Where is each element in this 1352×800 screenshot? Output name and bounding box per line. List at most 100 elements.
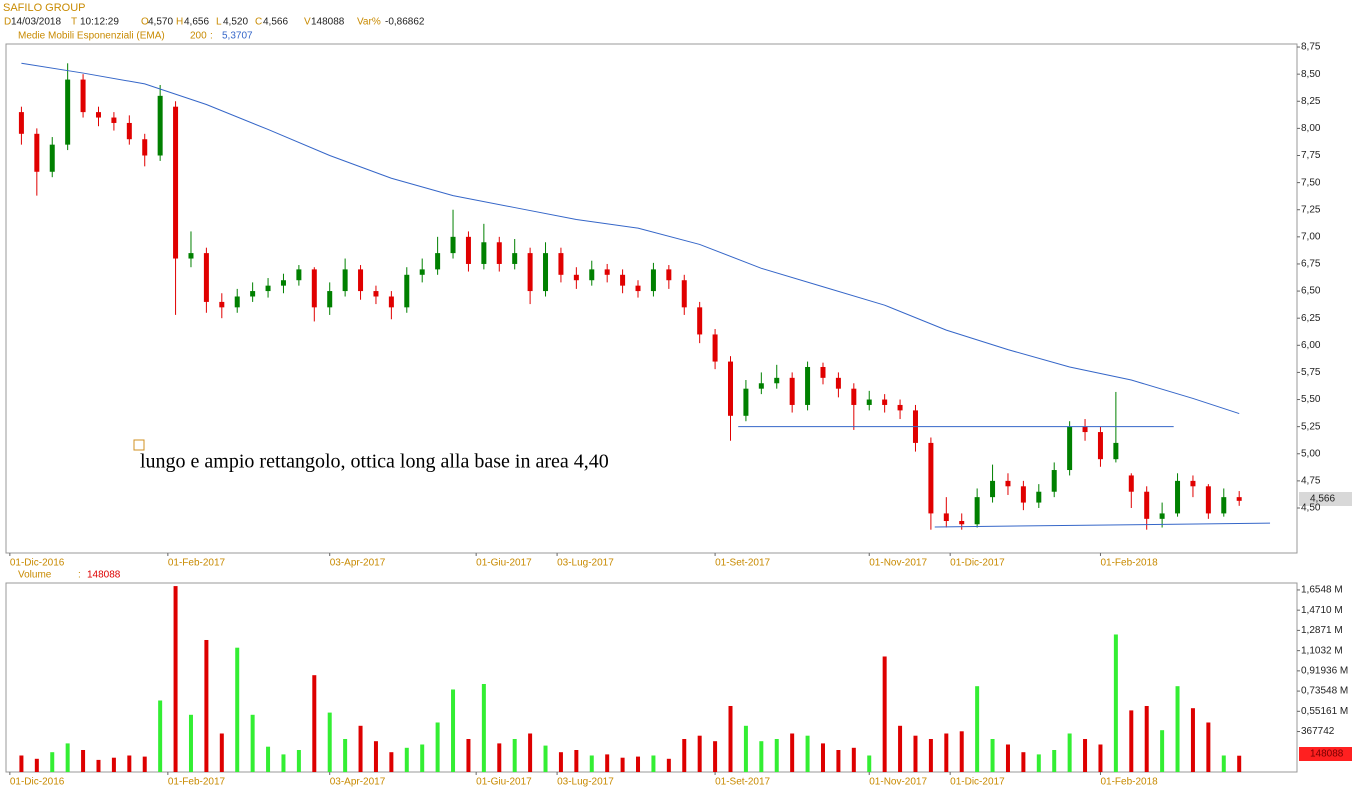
- x-tick-label: 01-Feb-2017: [168, 777, 226, 788]
- candle-body: [990, 480, 996, 498]
- candle-body: [573, 274, 579, 281]
- candle-body: [1221, 497, 1227, 514]
- volume-bar: [713, 741, 718, 772]
- y-tick-label: 8,00: [1301, 123, 1321, 134]
- volume-bar: [1144, 705, 1149, 772]
- volume-bar: [1098, 744, 1103, 772]
- volume-bar: [882, 656, 887, 772]
- volume-bar: [651, 755, 656, 772]
- volume-bar: [867, 755, 872, 772]
- volume-bar: [790, 733, 795, 772]
- volume-bar: [543, 745, 548, 772]
- volume-bar: [836, 749, 841, 772]
- volume-bar: [435, 722, 440, 772]
- candle-body: [296, 269, 302, 281]
- candle-body: [928, 442, 934, 514]
- candle-body: [527, 253, 533, 292]
- volume-bar: [127, 755, 132, 772]
- candle-body: [404, 274, 410, 308]
- x-tick-label: 01-Dic-2016: [10, 558, 65, 569]
- candle-body: [666, 269, 672, 281]
- volume-bar: [389, 752, 394, 772]
- volume-bar: [50, 752, 55, 772]
- x-tick-label: 03-Apr-2017: [330, 777, 386, 788]
- candle-body: [311, 269, 317, 308]
- candle-body: [712, 334, 718, 362]
- candle-body: [95, 112, 101, 118]
- candle-body: [65, 79, 71, 145]
- y-tick-label: 8,75: [1301, 42, 1321, 53]
- candle-body: [774, 377, 780, 384]
- candle-body: [388, 296, 394, 308]
- volume-bar: [204, 639, 209, 772]
- candle-body: [974, 497, 980, 525]
- candle-body: [1205, 486, 1211, 514]
- field-value: 10:12:29: [80, 17, 119, 28]
- candle-body: [358, 269, 364, 292]
- volume-bar: [805, 735, 810, 772]
- x-tick-label: 03-Lug-2017: [557, 777, 614, 788]
- candle-body: [203, 253, 209, 302]
- candle-body: [435, 253, 441, 270]
- y-tick-label: 8,50: [1301, 69, 1321, 80]
- volume-bar: [759, 741, 764, 772]
- volume-bar: [898, 725, 903, 772]
- volume-bar: [913, 735, 918, 772]
- volume-bar: [682, 738, 687, 772]
- y-tick-label: 1,4710 M: [1301, 605, 1343, 616]
- volume-bar: [142, 756, 147, 772]
- volume-bar: [420, 744, 425, 772]
- candle-body: [1005, 480, 1011, 487]
- candle-body: [743, 388, 749, 416]
- volume-bar: [312, 675, 317, 772]
- volume-bar: [173, 586, 178, 772]
- volume-bar: [1113, 634, 1118, 772]
- trend-line: [934, 522, 1271, 528]
- indicator-value: 5,3707: [222, 31, 253, 42]
- candle-body: [681, 280, 687, 308]
- y-tick-label: 6,00: [1301, 340, 1321, 351]
- x-tick-label: 01-Set-2017: [715, 777, 770, 788]
- field-key: O: [141, 17, 149, 28]
- candle-body: [1051, 470, 1057, 492]
- x-tick-label: 01-Giu-2017: [476, 777, 532, 788]
- volume-bar: [1237, 755, 1242, 772]
- y-tick-label: 8,25: [1301, 96, 1321, 107]
- candle-body: [728, 361, 734, 416]
- volume-bar: [1005, 744, 1010, 772]
- candle-body: [173, 106, 179, 259]
- y-tick-label: 5,25: [1301, 421, 1321, 432]
- volume-bar: [1206, 722, 1211, 772]
- x-tick-label: 01-Feb-2018: [1100, 777, 1158, 788]
- volume-bar: [1052, 749, 1057, 772]
- candle-body: [697, 307, 703, 335]
- candle-body: [635, 285, 641, 292]
- field-key: L: [216, 17, 222, 28]
- volume-bar: [81, 749, 86, 772]
- candle-body: [481, 242, 487, 264]
- candle-body: [111, 117, 117, 123]
- field-value: 4,570: [148, 17, 173, 28]
- candle-body: [342, 269, 348, 292]
- candle-body: [620, 274, 626, 286]
- volume-last: 148088: [87, 570, 121, 581]
- volume-title: Volume: [18, 570, 52, 581]
- volume-bar: [188, 714, 193, 772]
- y-tick-label: 4,75: [1301, 476, 1321, 487]
- y-tick-label: 6,50: [1301, 286, 1321, 297]
- y-tick-label: 7,50: [1301, 177, 1321, 188]
- indicator-separator: :: [210, 31, 213, 42]
- field-value: 14/03/2018: [11, 17, 61, 28]
- volume-bar: [743, 725, 748, 772]
- candle-body: [49, 144, 55, 172]
- candle-body: [835, 377, 841, 389]
- x-tick-label: 01-Feb-2018: [1100, 558, 1158, 569]
- y-tick-label: 1,1032 M: [1301, 645, 1343, 656]
- volume-bar: [1083, 738, 1088, 772]
- volume-bar: [558, 752, 563, 772]
- y-tick-label: 6,75: [1301, 259, 1321, 270]
- candle-body: [465, 236, 471, 264]
- candle-body: [419, 269, 425, 275]
- candle-body: [80, 79, 86, 113]
